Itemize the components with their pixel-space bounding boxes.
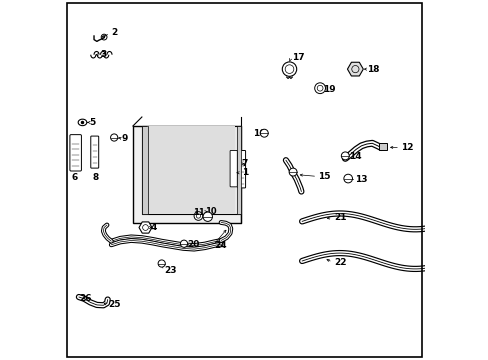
Text: 14: 14 [348,152,361,161]
Text: 20: 20 [187,240,200,249]
Text: 23: 23 [164,266,177,275]
Text: 7: 7 [241,159,247,168]
Text: 22: 22 [333,258,346,266]
Circle shape [288,168,296,176]
Text: 18: 18 [366,65,379,74]
Circle shape [158,260,165,267]
Circle shape [194,212,203,220]
Text: 1: 1 [241,168,247,177]
Circle shape [282,62,296,76]
Text: 12: 12 [400,143,413,152]
Text: 21: 21 [333,213,346,222]
Bar [147,126,235,214]
FancyBboxPatch shape [70,135,81,171]
Text: 8: 8 [92,173,99,182]
Text: 26: 26 [80,294,92,302]
Text: 11: 11 [193,208,204,217]
Text: 9: 9 [121,134,127,143]
Text: 15: 15 [318,172,330,181]
Text: 16: 16 [252,129,265,138]
Circle shape [343,174,352,183]
Text: 10: 10 [204,207,216,216]
Circle shape [110,134,118,141]
FancyBboxPatch shape [230,150,237,187]
Text: 25: 25 [108,300,121,309]
Text: 3: 3 [101,50,106,59]
Circle shape [314,83,325,94]
FancyBboxPatch shape [237,150,245,188]
Text: 13: 13 [354,175,366,184]
Bar [142,126,147,214]
Text: 2: 2 [111,28,117,37]
Bar [142,126,241,214]
Bar [133,126,241,223]
Text: 24: 24 [213,241,226,250]
Circle shape [180,240,187,247]
Bar [378,143,386,150]
Circle shape [203,212,212,221]
Bar [236,126,241,214]
FancyBboxPatch shape [91,136,99,168]
Text: 5: 5 [89,118,95,127]
Text: 19: 19 [322,85,335,94]
Text: 4: 4 [151,223,157,232]
Text: 6: 6 [72,173,78,182]
Text: 17: 17 [292,53,305,62]
Circle shape [341,152,348,160]
Circle shape [101,34,107,40]
Circle shape [260,129,268,137]
